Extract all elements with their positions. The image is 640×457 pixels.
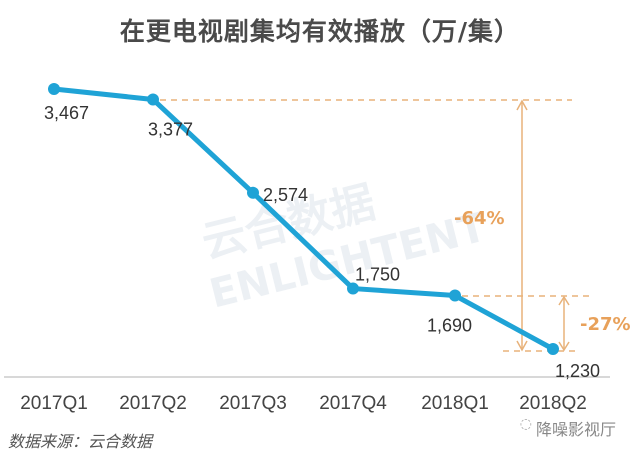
- value-label: 1,750: [355, 265, 400, 285]
- data-points: [48, 83, 559, 355]
- arrow-64: [516, 99, 528, 352]
- data-point: [449, 289, 461, 302]
- x-tick-label: 2017Q1: [20, 393, 88, 414]
- arrow-27: [558, 295, 570, 352]
- data-point: [48, 83, 60, 95]
- data-point: [247, 186, 259, 199]
- value-label: 1,230: [555, 361, 600, 381]
- x-tick-label: 2017Q2: [119, 393, 187, 414]
- value-label: 3,377: [148, 119, 193, 139]
- brand-label: 降噪影视厅: [535, 420, 616, 439]
- x-tick-label: 2017Q4: [319, 393, 387, 414]
- x-tick-label: 2017Q3: [219, 393, 287, 414]
- data-point: [347, 282, 359, 295]
- x-tick-label: 2018Q2: [519, 393, 587, 414]
- svg-text:-64%: -64%: [454, 208, 505, 229]
- chart-title: 在更电视剧集均有效播放（万/集）: [119, 17, 521, 46]
- data-source: 数据来源：云合数据: [8, 432, 153, 451]
- svg-text:-27%: -27%: [580, 314, 631, 335]
- value-label: 1,690: [427, 316, 472, 336]
- data-point: [147, 93, 159, 106]
- value-label: 2,574: [263, 185, 308, 205]
- x-tick-label: 2018Q1: [421, 393, 489, 414]
- series-line: [53, 86, 555, 352]
- value-label: 3,467: [44, 103, 89, 123]
- wechat-icon: ◌: [519, 416, 532, 432]
- value-labels: 3,467 3,377 2,574 1,750 1,690 1,230: [44, 103, 600, 381]
- data-point: [547, 343, 559, 355]
